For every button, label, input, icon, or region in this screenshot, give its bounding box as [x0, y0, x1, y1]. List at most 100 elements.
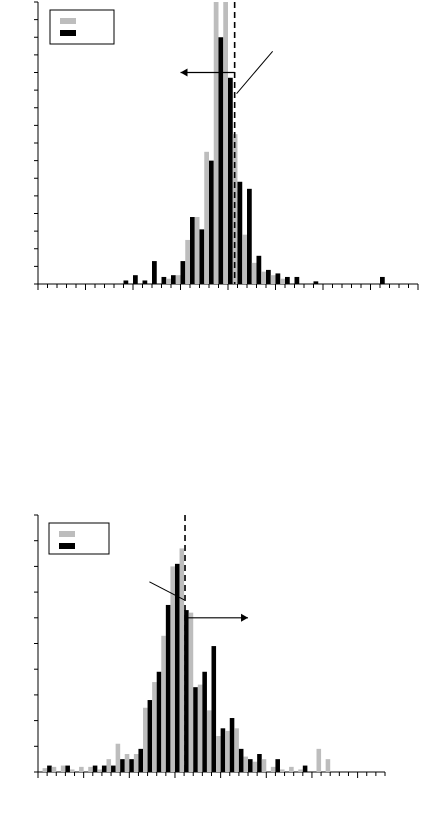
top-bar-series-b	[313, 281, 319, 284]
bottom-bar-series-b	[147, 700, 153, 772]
top-bar-series-a	[270, 275, 276, 284]
bottom-bar-series-a	[316, 748, 322, 772]
bottom-bar-series-a	[69, 769, 75, 772]
bottom-bar-series-a	[124, 754, 130, 772]
top-bar-series-a	[251, 262, 257, 284]
bottom-bar-series-b	[156, 671, 162, 772]
top-bar-series-b	[285, 276, 290, 284]
bottom-bar-series-a	[225, 730, 230, 772]
bottom-arrow-head	[241, 613, 249, 622]
top-bar-series-a	[261, 271, 266, 284]
top-bar-series-b	[190, 217, 195, 284]
histogram-bottom-plot	[34, 514, 386, 778]
bottom-bar-series-a	[234, 728, 239, 772]
top-legend-swatch-b	[60, 30, 76, 36]
top-bar-series-a	[175, 275, 181, 284]
bottom-bar-series-b	[248, 759, 253, 772]
bottom-bar-series-a	[243, 756, 249, 772]
top-bar-series-b	[228, 77, 233, 284]
top-bar-series-a	[185, 239, 190, 284]
bottom-bar-series-b	[101, 765, 107, 772]
bottom-bar-series-b	[193, 687, 198, 772]
bottom-bar-series-a	[88, 766, 93, 772]
bottom-bar-series-b	[92, 765, 98, 772]
bottom-bar-series-b	[238, 748, 244, 772]
bottom-bar-series-a	[279, 769, 285, 772]
top-bar-series-b	[275, 273, 281, 284]
top-bar-series-b	[152, 261, 157, 284]
bottom-bar-series-b	[129, 759, 134, 772]
bottom-bar-series-a	[143, 707, 148, 772]
bottom-bar-series-a	[133, 754, 139, 772]
top-bar-series-b	[237, 181, 243, 284]
bottom-bar-series-b	[184, 610, 189, 772]
bottom-legend-swatch-b	[59, 543, 75, 549]
bottom-bar-series-b	[211, 646, 217, 772]
top-bar-series-a	[204, 151, 209, 284]
bottom-bar-series-a	[106, 759, 112, 772]
bottom-bar-series-b	[47, 765, 52, 772]
bottom-bar-series-a	[298, 769, 303, 772]
bottom-bar-series-a	[79, 766, 84, 772]
histogram-top	[0, 0, 426, 300]
bottom-bar-series-a	[206, 710, 212, 772]
bottom-bar-series-a	[325, 759, 331, 772]
top-legend-box	[49, 9, 115, 45]
top-bar-series-b	[133, 275, 138, 284]
top-bar-series-b	[247, 188, 252, 284]
bottom-bar-series-b	[65, 765, 70, 772]
top-arrow-head	[180, 68, 188, 77]
bottom-bar-series-a	[252, 761, 258, 772]
bottom-bar-series-a	[289, 766, 294, 772]
bottom-bar-series-a	[270, 766, 276, 772]
histogram-bottom	[0, 505, 426, 805]
top-bar-series-b	[199, 229, 205, 284]
top-bar-series-a	[232, 134, 238, 284]
bottom-bar-series-a	[197, 684, 203, 772]
bottom-bar-series-a	[188, 612, 194, 772]
top-bar-series-a	[242, 234, 247, 284]
bottom-bar-series-b	[229, 718, 235, 772]
top-legend-swatch-a	[60, 18, 76, 24]
bottom-bar-series-a	[97, 769, 102, 772]
bottom-bar-series-b	[275, 759, 280, 772]
bottom-legend-swatch-a	[59, 531, 75, 537]
bottom-bar-series-a	[261, 759, 267, 772]
top-bar-series-a	[280, 278, 285, 284]
bottom-bar-series-a	[152, 682, 157, 772]
top-bar-series-b	[294, 276, 300, 284]
histogram-top-plot	[34, 1, 419, 290]
bottom-bar-series-b	[165, 604, 171, 772]
top-bar-series-a	[166, 278, 171, 284]
bottom-bar-series-b	[111, 765, 116, 772]
bottom-bar-series-a	[216, 736, 221, 772]
top-bar-series-b	[161, 276, 167, 284]
top-bar-series-a	[194, 217, 200, 284]
top-leader-line	[236, 51, 274, 94]
top-bar-series-a	[223, 2, 228, 284]
top-bar-series-b	[123, 280, 129, 284]
bottom-bar-series-b	[174, 563, 180, 772]
top-bar-series-b	[142, 280, 148, 284]
top-bar-series-b	[209, 160, 214, 284]
bottom-bar-series-a	[170, 566, 175, 772]
top-bar-series-b	[218, 37, 224, 284]
bottom-bar-series-a	[51, 766, 57, 772]
top-bar-series-b	[171, 275, 176, 284]
bottom-leader-line	[149, 581, 185, 601]
bottom-bar-series-b	[120, 759, 125, 772]
bottom-bar-series-b	[202, 671, 207, 772]
bottom-bar-series-a	[115, 743, 121, 772]
top-bar-series-a	[213, 2, 219, 284]
bottom-bar-series-a	[42, 768, 48, 772]
top-bar-series-b	[180, 261, 186, 284]
bottom-bar-series-a	[179, 548, 185, 772]
bottom-bar-series-b	[302, 765, 308, 772]
top-bar-series-b	[256, 255, 262, 284]
bottom-bar-series-b	[257, 754, 262, 772]
bottom-bar-series-b	[220, 728, 226, 772]
bottom-bar-series-a	[161, 635, 166, 772]
bottom-bar-series-b	[138, 748, 144, 772]
top-bar-series-b	[266, 269, 271, 284]
top-bar-series-b	[380, 276, 385, 284]
